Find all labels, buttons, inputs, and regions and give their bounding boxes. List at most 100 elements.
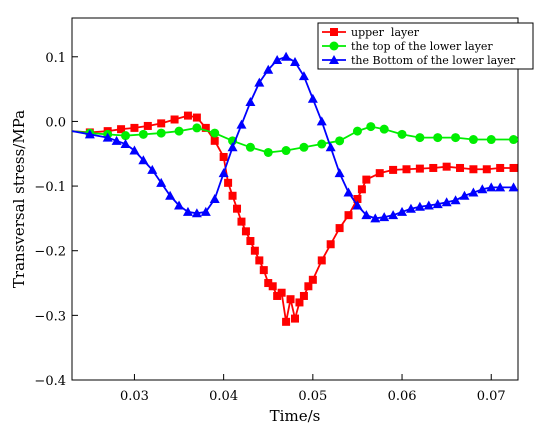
square-marker <box>246 237 255 246</box>
triangle-marker <box>325 142 336 152</box>
triangle-marker <box>432 199 443 209</box>
square-marker <box>295 298 304 307</box>
square-marker <box>282 317 291 326</box>
square-marker <box>317 256 326 265</box>
triangle-marker <box>227 142 238 152</box>
triangle-marker <box>343 187 354 197</box>
square-marker <box>344 211 353 220</box>
square-marker <box>330 28 338 36</box>
square-marker <box>273 291 282 300</box>
triangle-marker <box>388 210 399 220</box>
triangle-marker <box>459 190 470 200</box>
square-marker <box>456 163 465 172</box>
square-marker <box>353 195 362 203</box>
circle-marker <box>281 146 291 156</box>
triangle-marker <box>352 200 363 210</box>
square-marker <box>482 165 491 174</box>
circle-marker <box>263 147 273 157</box>
square-marker <box>228 191 237 200</box>
plot-frame <box>71 17 519 381</box>
triangle-marker <box>441 197 452 207</box>
square-marker <box>402 165 411 174</box>
square-marker <box>224 178 233 187</box>
legend-label: upper layer <box>351 26 420 39</box>
triangle-marker <box>370 213 381 223</box>
square-marker <box>233 204 242 213</box>
y-tick-label: −0.1 <box>34 180 66 195</box>
square-marker <box>183 111 192 120</box>
square-marker <box>210 136 219 145</box>
y-tick-label: −0.2 <box>34 245 66 260</box>
circle-marker <box>366 122 376 132</box>
square-marker <box>143 121 152 130</box>
square-marker <box>130 123 139 132</box>
triangle-marker <box>84 129 95 139</box>
square-marker <box>286 295 295 304</box>
triangle-marker <box>486 182 497 192</box>
square-marker <box>277 288 286 297</box>
square-marker <box>201 123 210 132</box>
series-line <box>72 114 514 323</box>
circle-marker <box>397 129 407 139</box>
axes-layer: 0.03 0.04 0.05 0.06 0.07 −0.4 −0.3 −0.2 −0.1 0.0 0… <box>34 51 505 404</box>
triangle-marker <box>298 71 309 81</box>
square-marker <box>255 256 264 265</box>
square-marker <box>469 165 478 174</box>
square-marker <box>170 115 179 124</box>
x-tick-label: 0.06 <box>388 389 417 404</box>
triangle-marker <box>290 56 300 66</box>
triangle-marker <box>120 139 131 149</box>
y-tick-label: 0.1 <box>45 51 66 66</box>
circle-marker <box>317 139 327 149</box>
circle-marker <box>468 135 478 145</box>
square-marker <box>259 266 268 275</box>
triangle-marker <box>165 190 176 200</box>
triangle-marker <box>379 212 390 222</box>
triangle-marker <box>102 132 113 142</box>
circle-marker <box>352 126 362 136</box>
square-marker <box>335 224 344 233</box>
square-marker <box>117 125 126 134</box>
square-marker <box>237 217 246 226</box>
triangle-marker <box>450 195 461 205</box>
series-layer <box>72 51 518 326</box>
triangle-marker <box>405 203 416 213</box>
triangle-marker <box>281 51 292 61</box>
legend-label: the Bottom of the lower layer <box>351 54 516 67</box>
circle-marker <box>509 135 518 145</box>
circle-marker <box>156 128 166 138</box>
square-marker <box>509 163 518 172</box>
triangle-marker <box>334 168 345 178</box>
triangle-marker <box>495 182 506 192</box>
y-tick-label: 0.0 <box>45 115 66 130</box>
triangle-marker <box>138 155 149 165</box>
square-marker <box>442 162 451 171</box>
triangle-marker <box>423 200 434 210</box>
triangle-marker <box>307 93 318 103</box>
square-marker <box>299 291 308 300</box>
square-marker <box>389 165 398 174</box>
square-marker <box>326 240 335 249</box>
triangle-marker <box>191 208 202 218</box>
x-tick-label: 0.05 <box>298 389 327 404</box>
square-marker <box>496 163 505 172</box>
square-marker <box>241 227 250 236</box>
square-marker <box>264 279 273 288</box>
legend-item: upper layer <box>322 26 420 39</box>
triangle-marker <box>209 194 220 203</box>
circle-marker <box>451 133 461 143</box>
triangle-marker <box>174 200 185 210</box>
square-marker <box>157 119 166 128</box>
square-marker <box>415 164 424 173</box>
circle-marker <box>433 133 443 143</box>
triangle-marker <box>147 164 158 174</box>
circle-marker <box>138 129 148 139</box>
circle-marker <box>415 133 425 143</box>
legend-item: the Bottom of the lower layer <box>322 54 516 67</box>
y-axis-label: Transversal stress/MPa <box>10 110 28 288</box>
legend-item: the top of the lower layer <box>322 40 493 53</box>
triangle-marker <box>245 97 256 107</box>
circle-marker <box>335 136 345 146</box>
circle-marker <box>210 128 220 138</box>
